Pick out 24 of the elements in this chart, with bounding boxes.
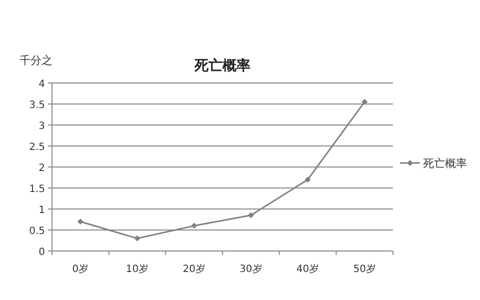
y-tick-label: 1.5 <box>29 184 45 195</box>
y-tick-label: 2.5 <box>29 142 45 153</box>
y-tick-label: 1 <box>38 205 45 216</box>
point <box>248 212 254 218</box>
y-tick-label: 2 <box>38 163 45 174</box>
legend-label: 死亡概率 <box>423 157 467 170</box>
x-tick-label: 0岁 <box>72 263 89 275</box>
point <box>304 176 311 183</box>
point <box>191 222 198 229</box>
point <box>362 98 368 105</box>
y-tick-label: 0.5 <box>29 226 45 237</box>
point <box>77 218 84 225</box>
y-tick-label: 3 <box>38 121 45 132</box>
x-tick-label: 30岁 <box>240 263 262 275</box>
y-axis-title: 千分之 <box>20 54 52 67</box>
y-tick-label: 0 <box>38 247 45 258</box>
x-tick-label: 20岁 <box>182 263 206 275</box>
point <box>134 235 140 242</box>
y-tick-label: 3.5 <box>29 100 45 111</box>
x-tick-label: 40岁 <box>296 263 320 275</box>
chart-title: 死亡概率 <box>194 57 250 74</box>
y-tick-label: 4 <box>38 79 45 90</box>
x-tick-label: 10岁 <box>126 263 149 275</box>
x-tick-label: 50岁 <box>353 263 376 275</box>
